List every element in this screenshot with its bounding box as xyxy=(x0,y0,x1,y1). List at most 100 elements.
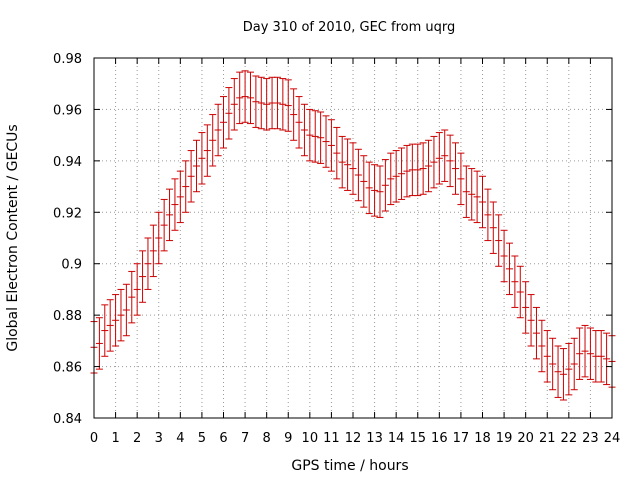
data-point xyxy=(586,327,594,380)
data-point xyxy=(516,265,524,319)
data-point xyxy=(360,155,368,208)
data-point xyxy=(149,224,157,278)
data-point xyxy=(349,142,357,195)
data-point xyxy=(290,88,298,141)
y-tick-label: 0.96 xyxy=(53,103,82,118)
data-point xyxy=(155,211,163,265)
data-point xyxy=(166,188,174,242)
x-tick-label: 17 xyxy=(453,431,470,446)
x-axis-title: GPS time / hours xyxy=(291,458,408,474)
data-point xyxy=(257,76,265,130)
x-tick-label: 16 xyxy=(431,431,448,446)
data-point xyxy=(549,337,557,391)
data-point xyxy=(327,119,335,172)
chart-title: Day 310 of 2010, GEC from uqrg xyxy=(243,20,456,35)
data-point xyxy=(430,135,438,189)
data-point xyxy=(403,144,411,198)
data-point xyxy=(538,319,546,373)
data-point xyxy=(187,150,195,203)
data-point xyxy=(381,159,389,212)
data-point xyxy=(354,148,362,202)
data-series xyxy=(90,70,616,401)
x-tick-label: 7 xyxy=(241,431,249,446)
y-tick-label: 0.9 xyxy=(61,258,82,273)
data-point xyxy=(95,317,103,370)
x-tick-label: 23 xyxy=(582,431,599,446)
data-point xyxy=(446,134,454,188)
x-tick-label: 4 xyxy=(176,431,184,446)
y-tick-label: 0.88 xyxy=(53,309,82,324)
data-point xyxy=(214,103,222,157)
data-point xyxy=(398,147,406,200)
data-point xyxy=(322,115,330,168)
data-point xyxy=(333,126,341,180)
data-point xyxy=(511,255,519,308)
x-tick-label: 8 xyxy=(263,431,271,446)
data-point xyxy=(193,139,201,193)
x-tick-label: 5 xyxy=(198,431,206,446)
data-point xyxy=(468,168,476,221)
data-point xyxy=(139,250,147,303)
data-point xyxy=(112,294,120,347)
data-point xyxy=(209,114,217,167)
y-axis-title: Global Electron Content / GECUs xyxy=(5,124,21,351)
x-tick-label: 18 xyxy=(474,431,491,446)
data-point xyxy=(435,132,443,185)
data-point xyxy=(527,294,535,347)
data-point xyxy=(371,164,379,217)
data-point xyxy=(236,71,244,125)
data-point xyxy=(128,270,136,324)
x-tick-label: 0 xyxy=(90,431,98,446)
x-tick-label: 2 xyxy=(133,431,141,446)
data-point xyxy=(505,242,513,296)
data-point xyxy=(484,188,492,242)
x-tick-label: 10 xyxy=(302,431,319,446)
data-point xyxy=(144,237,152,290)
data-point xyxy=(570,337,578,391)
data-point xyxy=(457,152,465,206)
data-point xyxy=(317,111,325,164)
y-tick-label: 0.98 xyxy=(53,52,82,67)
data-point xyxy=(581,324,589,378)
x-tick-label: 12 xyxy=(345,431,362,446)
data-point xyxy=(225,87,233,140)
data-point xyxy=(182,160,190,213)
y-tick-label: 0.92 xyxy=(53,206,82,221)
data-point xyxy=(306,108,314,162)
data-point xyxy=(220,96,227,149)
x-tick-label: 20 xyxy=(517,431,534,446)
data-point xyxy=(376,165,384,218)
data-point xyxy=(300,103,308,157)
data-point xyxy=(230,78,238,131)
y-tick-label: 0.84 xyxy=(53,412,82,427)
x-tick-label: 22 xyxy=(561,431,578,446)
data-point xyxy=(311,110,319,163)
data-point xyxy=(101,304,109,357)
grid xyxy=(94,58,612,418)
data-point xyxy=(117,288,125,342)
data-point xyxy=(338,135,346,189)
data-point xyxy=(565,342,573,396)
data-point xyxy=(203,124,211,177)
data-point xyxy=(344,138,352,191)
data-point xyxy=(365,161,373,215)
data-point xyxy=(532,306,540,360)
x-tick-label: 14 xyxy=(388,431,405,446)
data-point xyxy=(425,139,433,193)
data-point xyxy=(543,330,551,383)
axes: 0 1 2 3 4 5 6 7 8 9 10 11 12 13 14 15 16 17 18 19 20 21 22 23 24… xyxy=(53,52,620,446)
data-point xyxy=(160,198,168,252)
data-point xyxy=(479,175,486,229)
data-point xyxy=(392,150,400,203)
x-tick-label: 11 xyxy=(323,431,340,446)
data-point xyxy=(295,96,303,149)
x-tick-label: 3 xyxy=(155,431,163,446)
x-tick-label: 9 xyxy=(284,431,292,446)
data-point xyxy=(171,178,179,231)
data-point xyxy=(106,299,114,352)
x-tick-label: 19 xyxy=(496,431,513,446)
data-point xyxy=(198,132,206,185)
data-point xyxy=(176,170,184,224)
data-point xyxy=(414,143,422,197)
data-point xyxy=(597,330,605,383)
